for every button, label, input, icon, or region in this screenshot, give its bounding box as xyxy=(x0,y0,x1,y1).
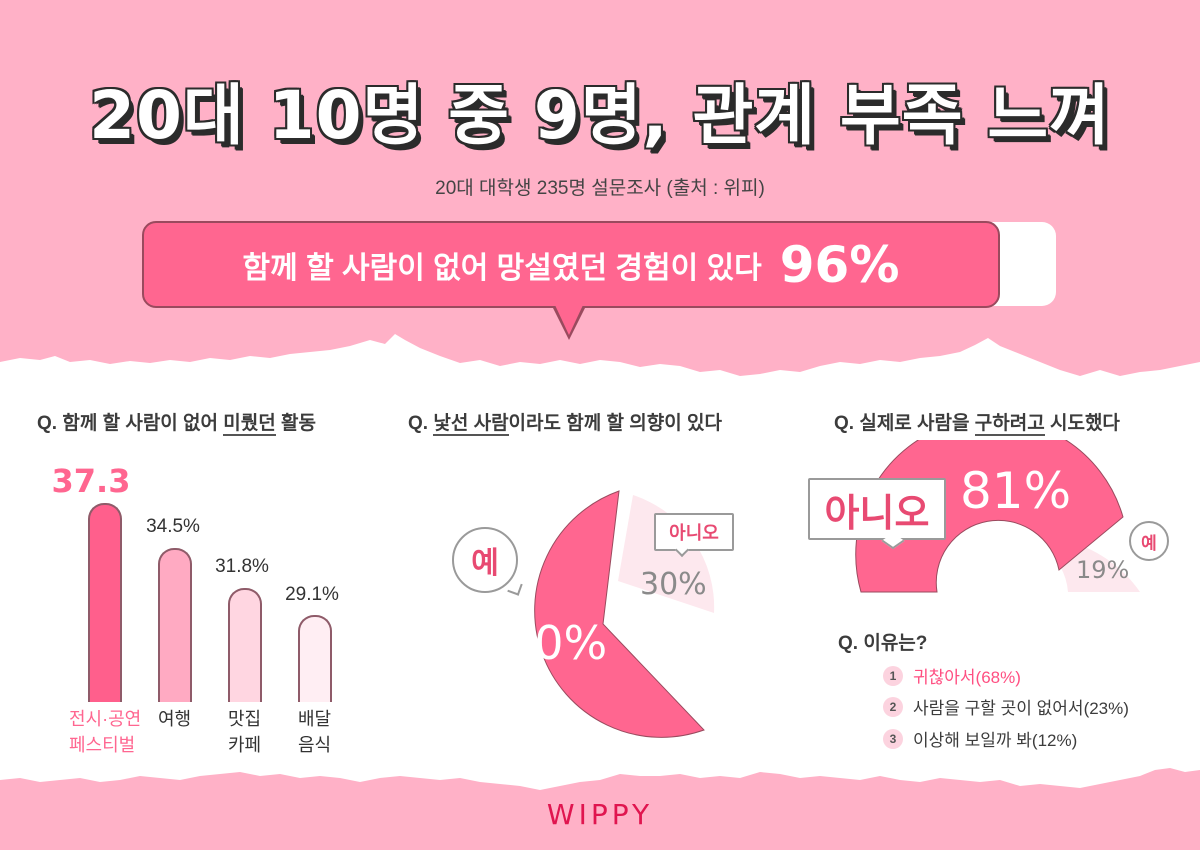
bar-festival xyxy=(88,503,122,702)
reason-item-1: 1 귀찮아서(68%) xyxy=(883,663,1021,688)
reason-item-3: 3 이상해 보일까 봐(12%) xyxy=(883,726,1077,751)
question-underlined: 미뤘던 xyxy=(223,413,276,436)
pie-yes-value: 70% xyxy=(505,616,608,670)
question-text: 활동 xyxy=(275,413,316,434)
reason-number-badge: 3 xyxy=(883,728,903,749)
reason-number-badge: 1 xyxy=(883,665,903,686)
pie-no-bubble: 아니오 xyxy=(654,513,734,551)
reason-text: 이상해 보일까 봐(12%) xyxy=(913,731,1078,750)
bar-label-restaurant: 맛집 카페 xyxy=(228,709,262,755)
pie-no-value: 30% xyxy=(640,567,707,602)
question-willing: Q. 낯선 사람이라도 함께 할 의향이 있다 xyxy=(408,408,722,436)
donut-yes-value: 19% xyxy=(1076,556,1130,584)
question-tried: Q. 실제로 사람을 구하려고 시도했다 xyxy=(834,408,1120,436)
donut-no-value: 81% xyxy=(960,462,1072,520)
pie-slice-no xyxy=(618,495,715,613)
bar-restaurant xyxy=(228,588,262,702)
pie-yes-bubble: 예 xyxy=(452,527,518,593)
reason-number-badge: 2 xyxy=(883,696,903,717)
donut-no-bubble: 아니오 xyxy=(808,478,946,540)
bar-value-travel: 34.5% xyxy=(146,516,200,537)
question-text: Q. 함께 할 사람이 없어 xyxy=(37,413,224,434)
reason-text: 사람을 구할 곳이 없어서(23%) xyxy=(913,699,1129,718)
question-underlined: 구하려고 xyxy=(974,413,1045,436)
question-text: 시도했다 xyxy=(1044,413,1120,434)
bar-value-delivery: 29.1% xyxy=(285,584,339,605)
bar-label-travel: 여행 xyxy=(158,709,192,729)
bar-label-delivery: 배달 음식 xyxy=(298,709,332,755)
headline-text: 함께 할 사람이 없어 망설였던 경험이 있다 xyxy=(242,251,762,285)
headline-value: 96% xyxy=(779,235,900,294)
bar-value-restaurant: 31.8% xyxy=(215,556,269,577)
banner-tail-fill xyxy=(555,305,583,335)
bar-value-festival: 37.3 xyxy=(51,462,131,500)
reason-item-2: 2 사람을 구할 곳이 없어서(23%) xyxy=(883,694,1129,719)
reasons-title: Q. 이유는? xyxy=(838,633,928,654)
donut-yes-bubble: 예 xyxy=(1129,521,1169,561)
reason-text: 귀찮아서(68%) xyxy=(913,668,1021,687)
bar-label-festival: 전시·공연 페스티벌 xyxy=(69,709,142,755)
headline-banner: 함께 할 사람이 없어 망설였던 경험이 있다 96% xyxy=(142,221,1000,308)
question-underlined: 낯선 사람 xyxy=(433,413,509,436)
wippy-logo: WIPPY xyxy=(546,798,654,831)
pie-chart-willing xyxy=(534,490,715,738)
survey-source: 20대 대학생 235명 설문조사 (출처 : 위피) xyxy=(435,178,765,199)
question-postponed-activities: Q. 함께 할 사람이 없어 미뤘던 활동 xyxy=(37,408,316,436)
pie-slice-yes xyxy=(534,490,705,738)
bar-travel xyxy=(158,548,192,702)
question-text: 이라도 함께 할 의향이 있다 xyxy=(508,413,722,434)
question-text: Q. 실제로 사람을 xyxy=(834,413,975,434)
question-text: Q. xyxy=(408,413,434,434)
bar-delivery xyxy=(298,615,332,702)
page-title: 20대 10명 중 9명, 관계 부족 느껴 xyxy=(89,77,1111,154)
